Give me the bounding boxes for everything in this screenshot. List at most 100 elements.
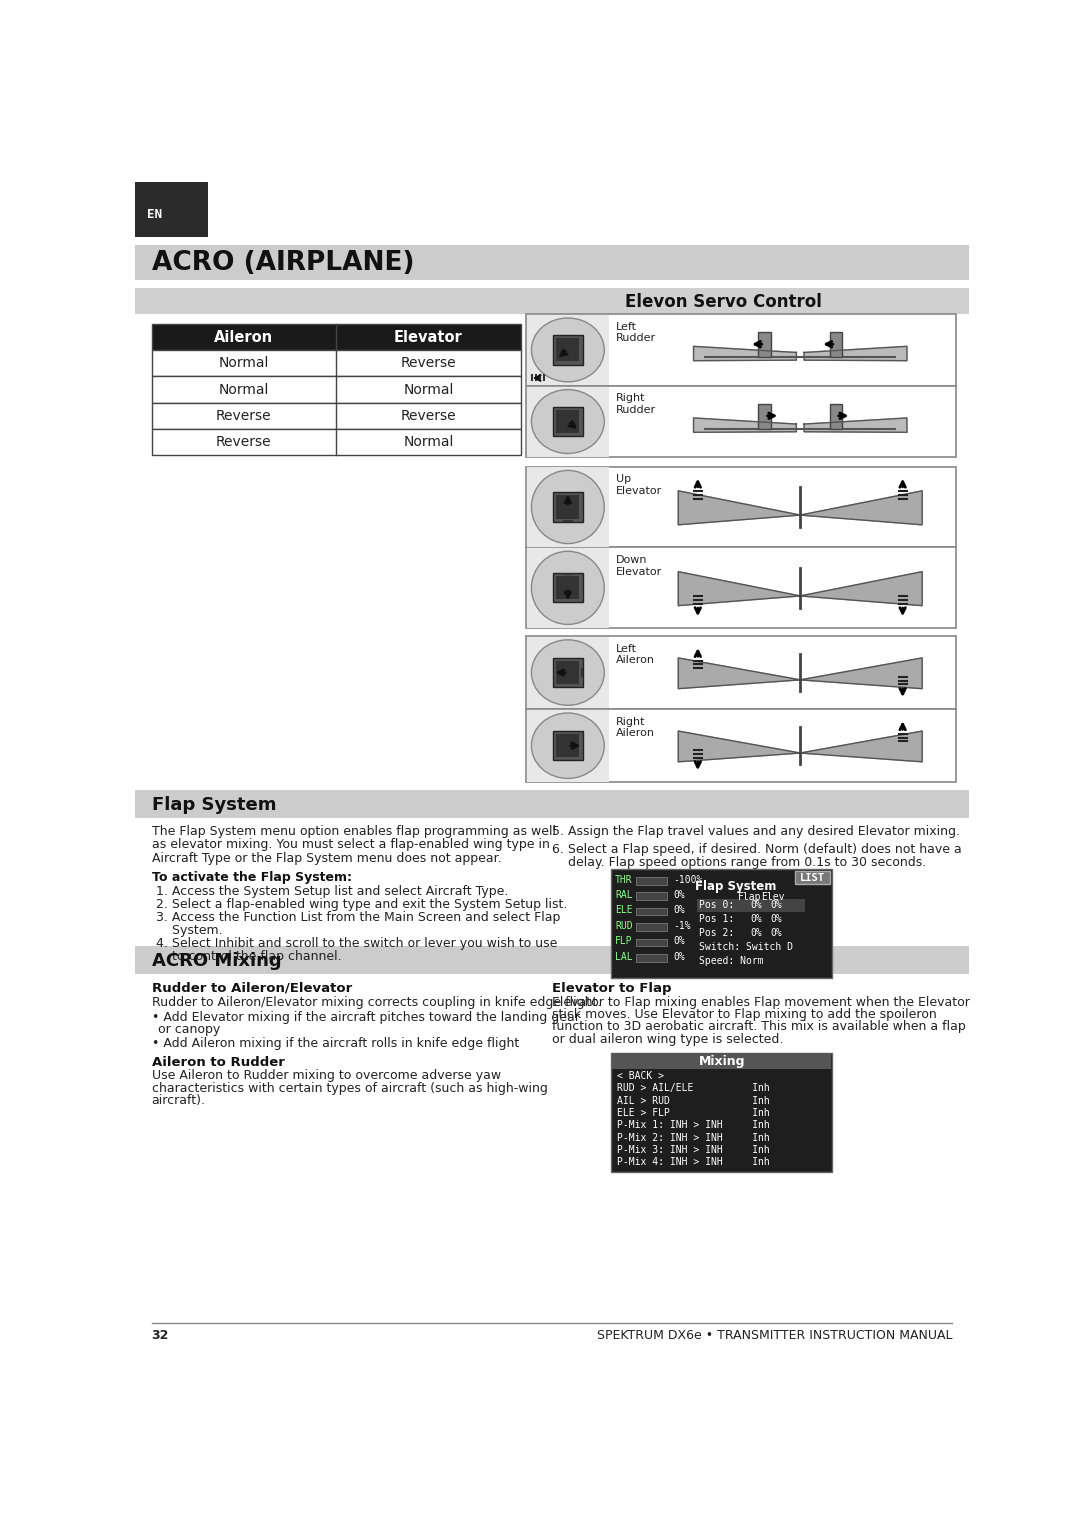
- Bar: [152, 350, 520, 377]
- Bar: [554, 574, 583, 603]
- Text: Normal: Normal: [219, 383, 269, 397]
- Text: System.: System.: [152, 924, 222, 937]
- Bar: [152, 403, 520, 428]
- Bar: [527, 468, 609, 547]
- Bar: [152, 428, 520, 456]
- Text: Reverse: Reverse: [401, 409, 457, 422]
- Bar: [527, 315, 609, 385]
- Text: Rudder to Aileron/Elevator mixing corrects coupling in knife edge flight.: Rudder to Aileron/Elevator mixing correc…: [152, 996, 601, 1008]
- Bar: [556, 410, 579, 433]
- Bar: [135, 288, 969, 313]
- Text: to control the flap channel.: to control the flap channel.: [152, 951, 341, 963]
- Text: 0%: 0%: [673, 890, 685, 901]
- Bar: [697, 898, 805, 911]
- Text: Pos 1:: Pos 1:: [699, 914, 735, 924]
- Bar: [556, 734, 579, 757]
- Text: Rudder to Aileron/Elevator: Rudder to Aileron/Elevator: [152, 981, 352, 995]
- Text: SPEKTRUM DX6e • TRANSMITTER INSTRUCTION MANUAL: SPEKTRUM DX6e • TRANSMITTER INSTRUCTION …: [597, 1329, 952, 1341]
- Text: LIST: LIST: [800, 872, 825, 883]
- Text: P-Mix 4: INH > INH     Inh: P-Mix 4: INH > INH Inh: [617, 1157, 770, 1167]
- Text: • Add Aileron mixing if the aircraft rolls in knife edge flight: • Add Aileron mixing if the aircraft rol…: [152, 1037, 519, 1051]
- Bar: [554, 659, 583, 687]
- Polygon shape: [679, 572, 800, 606]
- Text: To activate the Flap System:: To activate the Flap System:: [152, 871, 352, 884]
- Text: FLP: FLP: [615, 936, 633, 946]
- Text: 0%: 0%: [751, 901, 763, 910]
- Text: Normal: Normal: [403, 435, 453, 450]
- Ellipse shape: [531, 318, 604, 382]
- Bar: [135, 790, 969, 818]
- Polygon shape: [800, 659, 922, 689]
- Bar: [526, 548, 956, 628]
- Polygon shape: [694, 347, 796, 360]
- Text: 0%: 0%: [770, 901, 782, 910]
- Ellipse shape: [531, 389, 604, 454]
- Bar: [135, 182, 208, 238]
- Text: -100%: -100%: [673, 875, 702, 884]
- Text: Normal: Normal: [219, 356, 269, 371]
- Bar: [556, 338, 579, 362]
- Text: Reverse: Reverse: [216, 409, 271, 422]
- Bar: [152, 377, 520, 403]
- Text: Aileron to Rudder: Aileron to Rudder: [152, 1055, 284, 1069]
- Text: RUD: RUD: [615, 921, 633, 931]
- Text: Down
Elevator: Down Elevator: [616, 556, 662, 577]
- Text: 0%: 0%: [673, 905, 685, 916]
- Bar: [637, 877, 667, 884]
- Text: P-Mix 3: INH > INH     Inh: P-Mix 3: INH > INH Inh: [617, 1145, 770, 1155]
- Ellipse shape: [531, 471, 604, 544]
- Bar: [556, 662, 579, 684]
- Text: Speed: Norm: Speed: Norm: [699, 955, 764, 966]
- Bar: [637, 924, 667, 931]
- Text: Flap System: Flap System: [695, 880, 775, 893]
- Bar: [556, 495, 579, 519]
- Bar: [554, 407, 583, 436]
- Text: 5. Assign the Flap travel values and any desired Elevator mixing.: 5. Assign the Flap travel values and any…: [551, 825, 960, 839]
- Text: Pos 0:: Pos 0:: [699, 901, 735, 910]
- Polygon shape: [679, 659, 800, 689]
- Text: ELE: ELE: [615, 905, 633, 916]
- Text: Reverse: Reverse: [216, 435, 271, 450]
- Polygon shape: [805, 418, 907, 433]
- Bar: [554, 731, 583, 760]
- Text: Left
Rudder: Left Rudder: [616, 322, 656, 344]
- Text: Elev: Elev: [760, 892, 784, 902]
- Bar: [152, 324, 520, 350]
- Text: Flap: Flap: [738, 892, 761, 902]
- Text: EN: EN: [148, 207, 162, 221]
- Ellipse shape: [531, 713, 604, 778]
- Text: Right
Aileron: Right Aileron: [616, 716, 655, 739]
- Bar: [527, 548, 609, 627]
- Text: or canopy: or canopy: [158, 1023, 220, 1036]
- Text: Right
Rudder: Right Rudder: [616, 394, 656, 415]
- Text: Elevator to Flap: Elevator to Flap: [551, 981, 671, 995]
- Text: RAL: RAL: [615, 890, 633, 901]
- Ellipse shape: [531, 551, 604, 624]
- Bar: [795, 871, 829, 884]
- Bar: [526, 466, 956, 548]
- Text: Reverse: Reverse: [401, 356, 457, 371]
- Text: The Flap System menu option enables flap programming as well: The Flap System menu option enables flap…: [152, 825, 556, 839]
- Text: Pos 2:: Pos 2:: [699, 928, 735, 937]
- Polygon shape: [805, 347, 907, 360]
- Text: 0%: 0%: [673, 936, 685, 946]
- Text: Elevon Servo Control: Elevon Servo Control: [625, 292, 822, 310]
- Text: Left
Aileron: Left Aileron: [616, 643, 655, 665]
- Text: 1. Access the System Setup list and select Aircraft Type.: 1. Access the System Setup list and sele…: [152, 884, 508, 898]
- Polygon shape: [800, 572, 922, 606]
- Polygon shape: [679, 731, 800, 762]
- Bar: [527, 637, 609, 709]
- Text: 0%: 0%: [751, 914, 763, 924]
- Polygon shape: [694, 418, 796, 433]
- Bar: [758, 404, 771, 428]
- Bar: [527, 386, 609, 457]
- Bar: [637, 939, 667, 946]
- Bar: [526, 386, 956, 457]
- Text: ACRO (AIRPLANE): ACRO (AIRPLANE): [152, 250, 415, 276]
- Ellipse shape: [531, 640, 604, 706]
- Text: function to 3D aerobatic aircraft. This mix is available when a flap: function to 3D aerobatic aircraft. This …: [551, 1020, 965, 1033]
- Text: Up
Elevator: Up Elevator: [616, 474, 662, 497]
- Text: LAL: LAL: [615, 952, 633, 961]
- Text: -1%: -1%: [673, 921, 690, 931]
- Text: 6. Select a Flap speed, if desired. Norm (default) does not have a: 6. Select a Flap speed, if desired. Norm…: [551, 843, 962, 855]
